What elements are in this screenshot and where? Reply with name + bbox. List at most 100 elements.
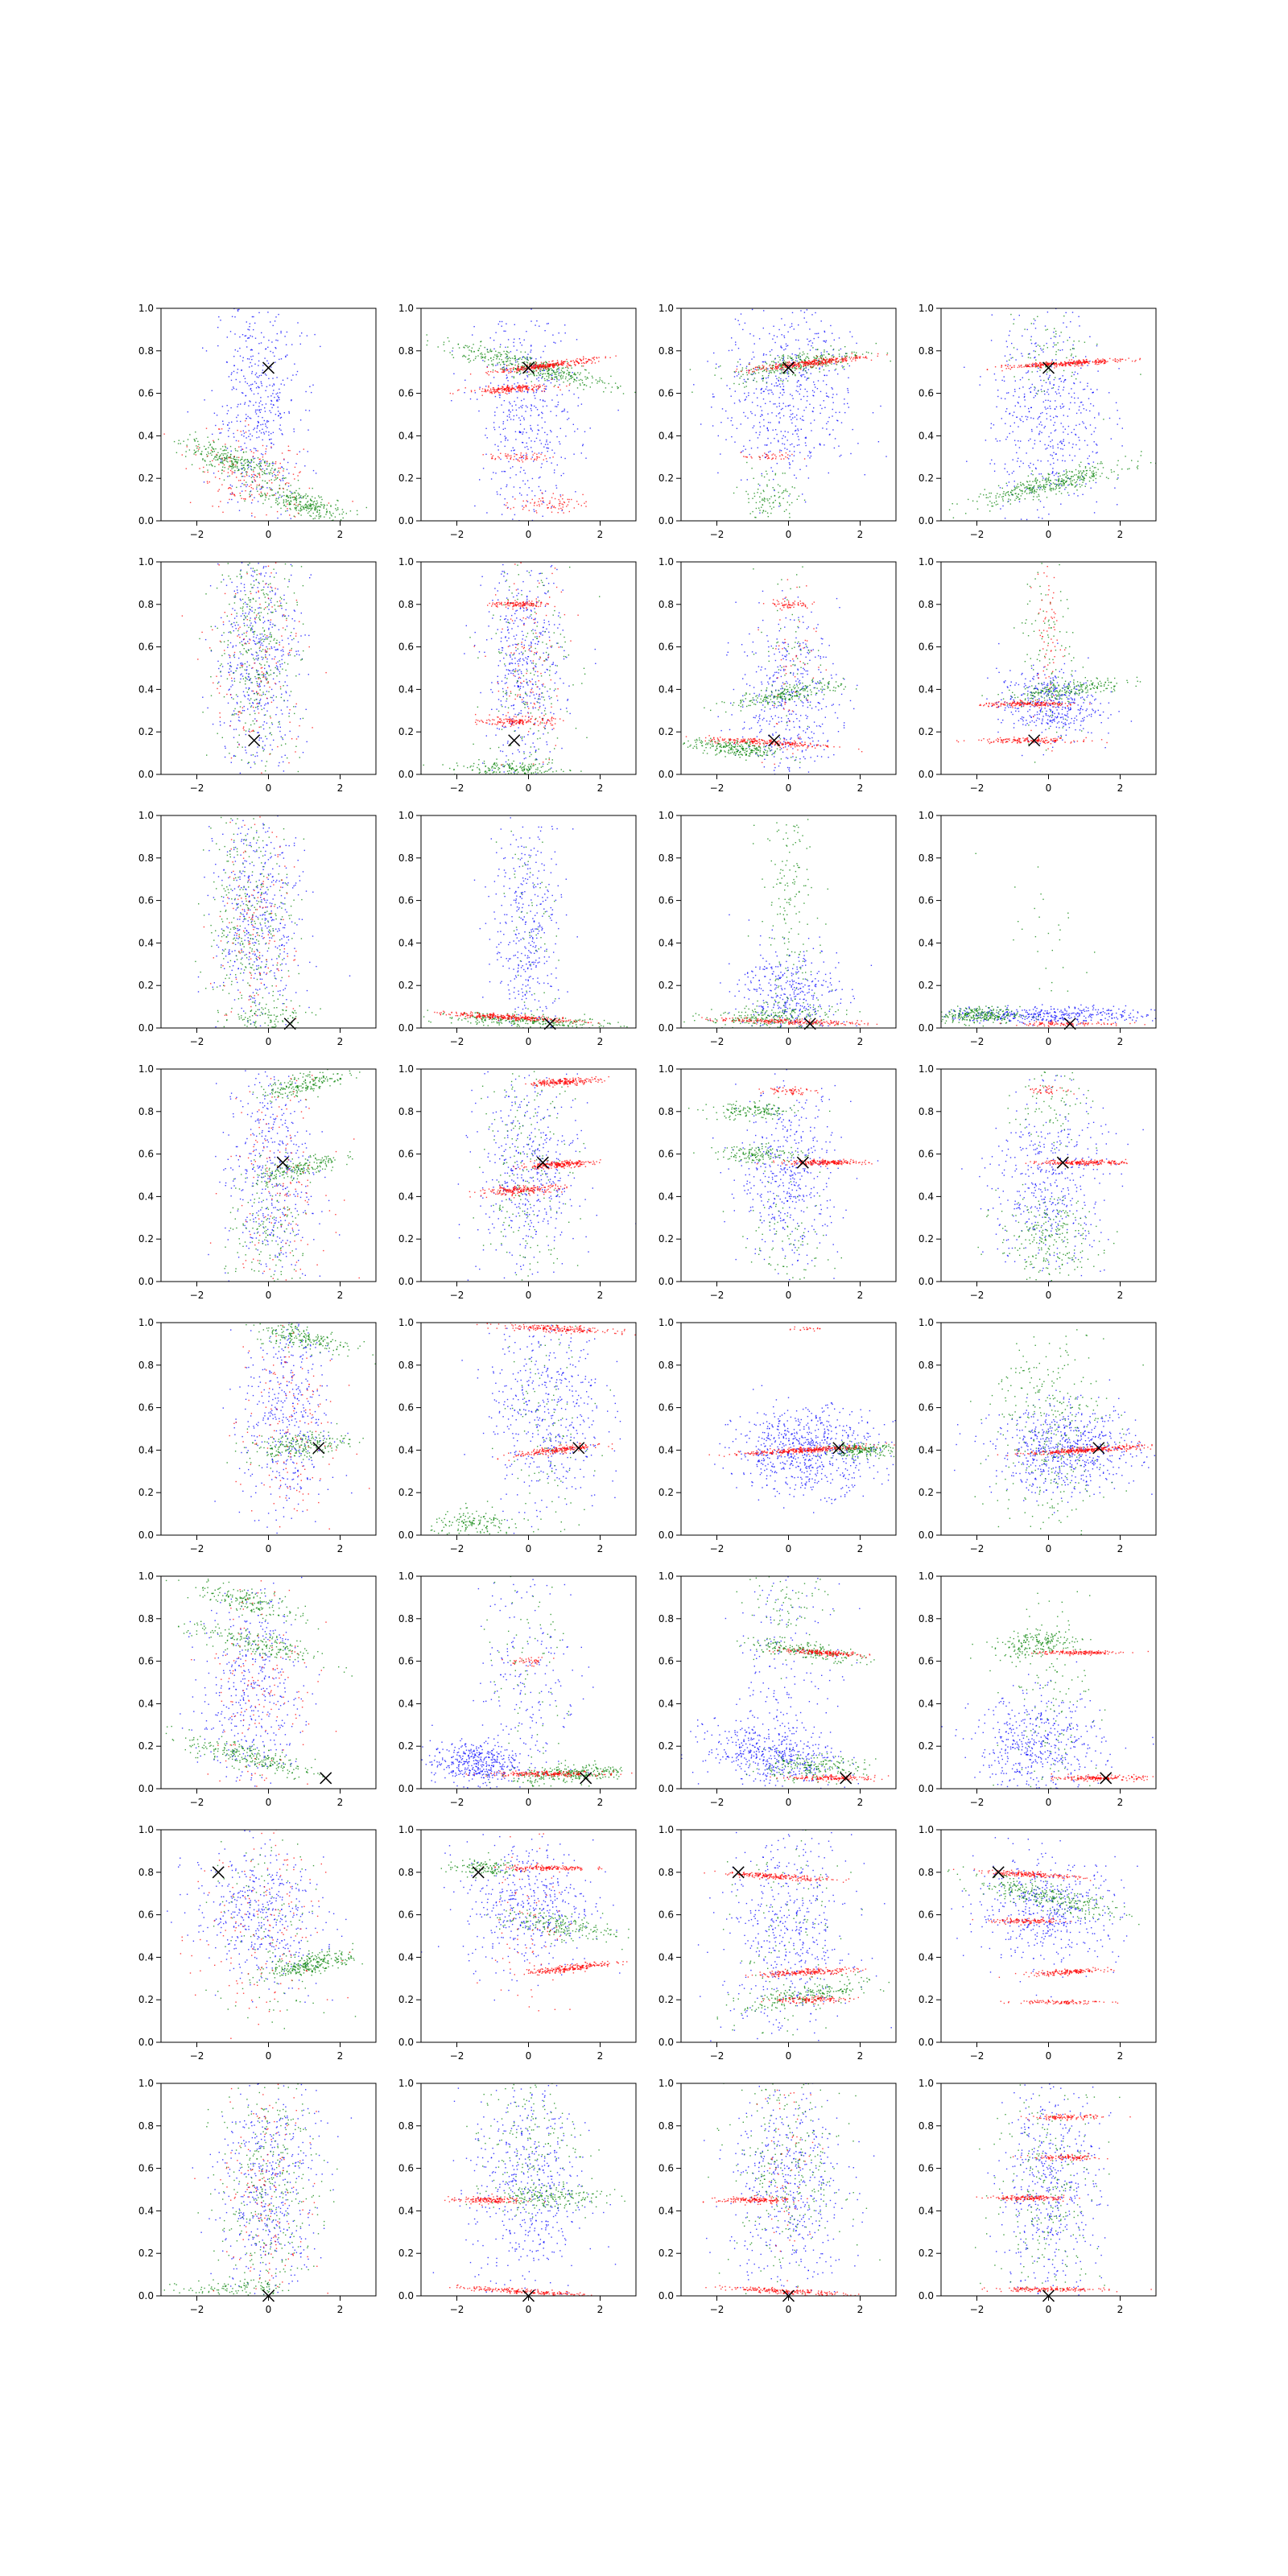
- scatter-point: [508, 387, 510, 390]
- scatter-point: [279, 412, 281, 415]
- scatter-point: [234, 459, 236, 460]
- scatter-point: [536, 378, 538, 380]
- scatter-point: [778, 397, 780, 398]
- scatter-point: [1047, 473, 1049, 475]
- scatter-point: [489, 388, 492, 390]
- scatter-point: [217, 490, 219, 492]
- scatter-point: [746, 461, 748, 464]
- scatter-point: [791, 502, 793, 504]
- scatter-point: [1060, 448, 1062, 450]
- scatter-point: [764, 444, 766, 446]
- scatter-point: [306, 506, 308, 507]
- scatter-point: [733, 402, 736, 404]
- scatter-point: [519, 431, 522, 433]
- scatter-point: [505, 353, 506, 355]
- scatter-point: [1024, 406, 1026, 407]
- scatter-point: [854, 353, 857, 356]
- scatter-point: [189, 502, 192, 503]
- scatter-point: [791, 486, 793, 488]
- scatter-point: [223, 464, 225, 466]
- scatter-point: [451, 400, 452, 402]
- scatter-point: [1071, 471, 1073, 473]
- scatter-point: [720, 422, 722, 423]
- scatter-point: [337, 509, 339, 510]
- scatter-point: [522, 386, 524, 388]
- scatter-point: [1008, 500, 1009, 502]
- scatter-point: [289, 450, 291, 452]
- scatter-point: [577, 405, 579, 407]
- scatter-point: [751, 457, 753, 459]
- scatter-point: [526, 370, 528, 373]
- scatter-point: [215, 448, 217, 450]
- scatter-point: [1069, 454, 1071, 456]
- scatter-point: [513, 369, 514, 370]
- scatter-point: [277, 504, 279, 506]
- scatter-point: [271, 473, 273, 475]
- scatter-point: [805, 365, 807, 366]
- scatter-point: [226, 405, 228, 407]
- scatter-point: [826, 362, 828, 364]
- scatter-point: [260, 496, 262, 497]
- scatter-point: [525, 459, 526, 460]
- scatter-point: [786, 448, 788, 450]
- scatter-point: [1050, 440, 1051, 443]
- scatter-point: [567, 366, 568, 368]
- scatter-point: [1000, 508, 1001, 510]
- scatter-point: [817, 359, 819, 361]
- scatter-point: [811, 342, 814, 344]
- scatter-point: [991, 314, 993, 316]
- scatter-point: [1013, 376, 1015, 378]
- scatter-point: [1047, 460, 1049, 462]
- scatter-point: [773, 403, 774, 405]
- scatter-point: [545, 364, 547, 365]
- scatter-point: [525, 388, 526, 390]
- scatter-point: [1080, 461, 1082, 463]
- scatter-point: [239, 495, 242, 497]
- scatter-point: [283, 499, 285, 501]
- scatter-point: [579, 358, 580, 360]
- scatter-point: [622, 393, 625, 394]
- scatter-point: [221, 458, 223, 460]
- scatter-point: [1052, 489, 1055, 491]
- scatter-point: [314, 333, 316, 336]
- scatter-point: [1003, 376, 1005, 378]
- scatter-point: [1013, 319, 1015, 320]
- scatter-point: [813, 407, 815, 409]
- scatter-point: [737, 361, 739, 363]
- scatter-point: [791, 325, 793, 327]
- scatter-point: [824, 374, 825, 376]
- scatter-point: [801, 419, 803, 421]
- scatter-point: [271, 489, 274, 491]
- scatter-point: [535, 437, 538, 440]
- scatter-point: [244, 403, 246, 405]
- scatter-point: [510, 508, 512, 510]
- scatter-point: [515, 361, 517, 363]
- scatter-point: [221, 457, 223, 459]
- scatter-point: [1049, 489, 1051, 491]
- scatter-point: [815, 362, 817, 364]
- scatter-point: [503, 369, 505, 371]
- scatter-point: [742, 382, 744, 384]
- scatter-point: [555, 378, 558, 379]
- scatter-point: [248, 466, 250, 469]
- scatter-point: [775, 375, 777, 377]
- scatter-point: [748, 497, 749, 500]
- scatter-point: [515, 409, 518, 411]
- scatter-point: [503, 363, 505, 365]
- scatter-point: [561, 362, 563, 364]
- scatter-point: [275, 463, 277, 464]
- scatter-point: [775, 382, 777, 384]
- scatter-point: [530, 349, 532, 351]
- scatter-point: [248, 430, 250, 431]
- scatter-point: [803, 369, 804, 371]
- scatter-point: [250, 384, 252, 386]
- scatter-point: [564, 332, 566, 334]
- scatter-point: [477, 349, 479, 352]
- scatter-point: [805, 361, 807, 364]
- scatter-point: [553, 378, 555, 381]
- scatter-point: [763, 369, 765, 372]
- scatter-point: [1052, 471, 1054, 473]
- scatter-point: [762, 390, 765, 393]
- scatter-point: [770, 496, 772, 497]
- scatter-point: [755, 517, 757, 518]
